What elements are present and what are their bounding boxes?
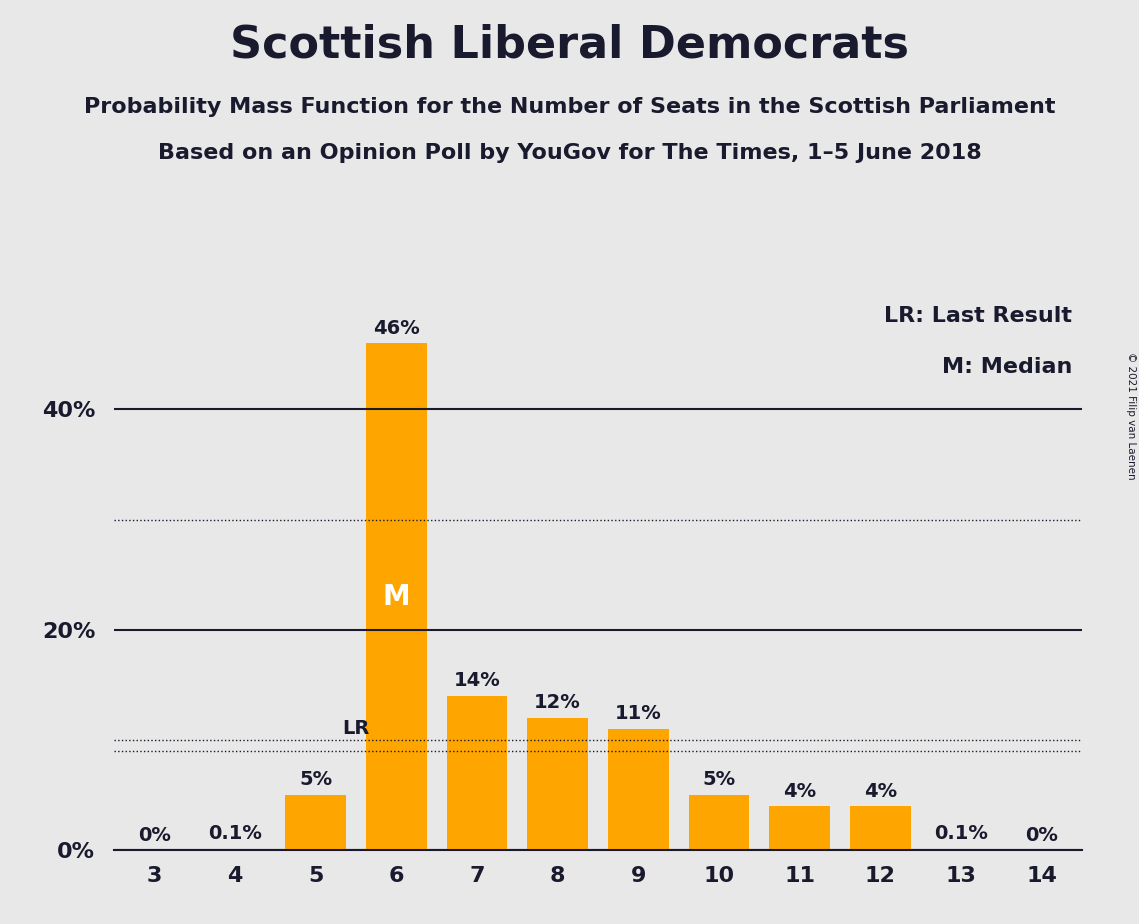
- Bar: [689, 795, 749, 850]
- Text: 12%: 12%: [534, 693, 581, 712]
- Bar: [527, 718, 588, 850]
- Bar: [850, 806, 910, 850]
- Bar: [770, 806, 830, 850]
- Bar: [366, 344, 426, 850]
- Text: 0.1%: 0.1%: [208, 824, 262, 844]
- Text: LR: Last Result: LR: Last Result: [884, 306, 1073, 326]
- Text: 4%: 4%: [863, 782, 896, 800]
- Text: M: M: [383, 583, 410, 611]
- Text: 0%: 0%: [138, 825, 171, 845]
- Bar: [205, 849, 265, 850]
- Text: LR: LR: [342, 719, 370, 737]
- Text: 4%: 4%: [784, 782, 817, 800]
- Text: 0.1%: 0.1%: [934, 824, 988, 844]
- Text: Scottish Liberal Democrats: Scottish Liberal Democrats: [230, 23, 909, 67]
- Text: M: Median: M: Median: [942, 358, 1073, 377]
- Text: 11%: 11%: [615, 704, 662, 723]
- Text: Probability Mass Function for the Number of Seats in the Scottish Parliament: Probability Mass Function for the Number…: [84, 97, 1055, 117]
- Text: 5%: 5%: [703, 771, 736, 789]
- Text: © 2021 Filip van Laenen: © 2021 Filip van Laenen: [1126, 352, 1136, 480]
- Bar: [931, 849, 991, 850]
- Text: 46%: 46%: [372, 319, 419, 338]
- Text: Based on an Opinion Poll by YouGov for The Times, 1–5 June 2018: Based on an Opinion Poll by YouGov for T…: [157, 143, 982, 164]
- Text: 0%: 0%: [1025, 825, 1058, 845]
- Bar: [608, 729, 669, 850]
- Bar: [446, 696, 507, 850]
- Bar: [286, 795, 346, 850]
- Text: 5%: 5%: [300, 771, 333, 789]
- Text: 14%: 14%: [453, 672, 500, 690]
